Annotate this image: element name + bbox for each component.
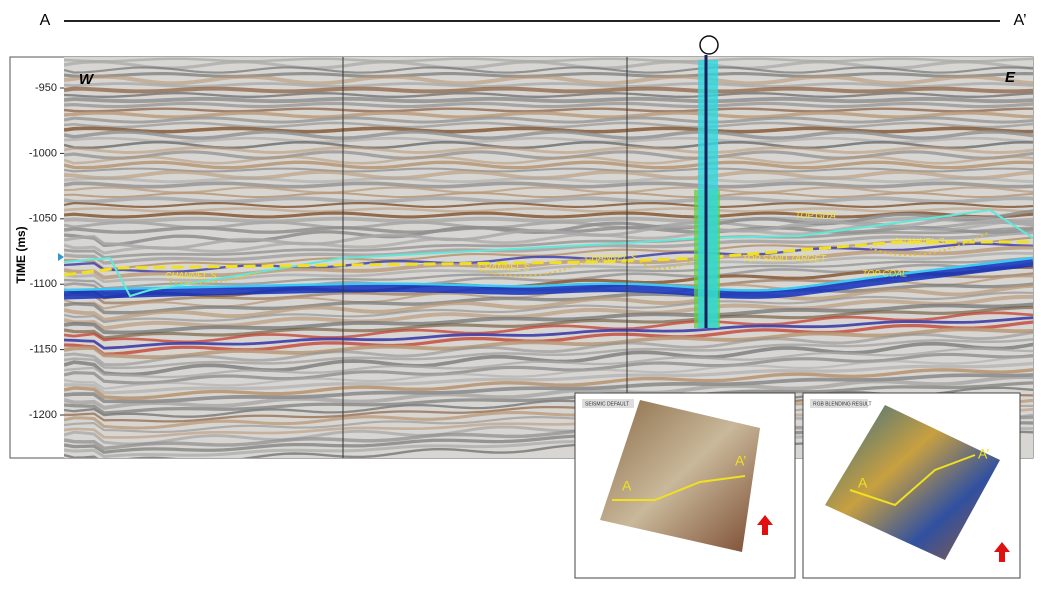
seismic-trace bbox=[64, 316, 1033, 350]
seismic-trace bbox=[64, 251, 1033, 284]
y-tick-label: -1150 bbox=[30, 344, 57, 356]
seismic-trace bbox=[64, 245, 1033, 280]
seismic-trace bbox=[64, 368, 1033, 400]
y-tick-label: -1200 bbox=[29, 409, 57, 421]
inset-end-label: A’ bbox=[978, 446, 989, 462]
well bbox=[694, 35, 720, 328]
inset-start-label: A bbox=[858, 475, 868, 491]
seismic-trace bbox=[64, 66, 1033, 74]
horizon-annotation: TOP SAND TARGET bbox=[742, 253, 827, 263]
seismic-trace bbox=[64, 191, 1033, 199]
horizon-annotation: CHANNEL S bbox=[585, 252, 636, 262]
seismic-trace bbox=[64, 155, 1033, 165]
y-tick-label: -1000 bbox=[29, 147, 57, 159]
seismic-trace bbox=[64, 101, 1033, 109]
inset-title: SEISMIC DEFAULT bbox=[585, 401, 629, 407]
seismic-trace bbox=[64, 111, 1033, 119]
seismic-trace bbox=[64, 331, 1033, 367]
horizon-annotation: TOP GITA bbox=[795, 210, 836, 220]
y-axis-label: TIME (ms) bbox=[14, 226, 28, 283]
horizon-annotation: CHANNEL S bbox=[478, 262, 529, 272]
seismic-trace bbox=[64, 220, 1033, 230]
seismic-trace bbox=[64, 121, 1033, 129]
y-tick-label: -1050 bbox=[29, 213, 57, 225]
seismic-traces bbox=[64, 57, 1033, 458]
seismic-trace bbox=[64, 86, 1033, 94]
seismic-trace bbox=[64, 337, 1033, 370]
seismic-trace bbox=[64, 355, 1033, 390]
y-tick-label: -950 bbox=[35, 82, 57, 94]
seismic-trace bbox=[64, 107, 1033, 113]
seismic-trace bbox=[64, 305, 1033, 340]
inset bbox=[574, 392, 796, 579]
west-label: W bbox=[79, 71, 95, 88]
seismic-trace bbox=[64, 375, 1033, 410]
seismic-trace bbox=[64, 126, 1033, 134]
horizon-annotation: CHANNEL S bbox=[165, 270, 216, 280]
seismic-trace bbox=[64, 216, 1033, 224]
horizon-annotation: CHANNEL S bbox=[893, 236, 944, 246]
seismic-trace bbox=[64, 291, 1033, 324]
y-tick-label: -1100 bbox=[30, 278, 57, 290]
inset-title: RGB BLENDING RESULT bbox=[813, 401, 872, 407]
section-start-label: A bbox=[40, 12, 51, 29]
seismic-trace bbox=[64, 327, 1033, 360]
horizon-annotation: TOP COAL bbox=[862, 268, 907, 278]
seismic-trace bbox=[64, 57, 1033, 63]
seismic-trace bbox=[64, 96, 1033, 104]
seismic-trace bbox=[64, 320, 1033, 356]
marker bbox=[58, 253, 64, 261]
seismic-trace bbox=[64, 176, 1033, 184]
seismic-trace bbox=[64, 196, 1033, 204]
inset-end-label: A’ bbox=[735, 453, 746, 469]
seismic-trace bbox=[64, 302, 1033, 335]
seismic-trace bbox=[64, 74, 1033, 86]
seismic-trace bbox=[64, 207, 1033, 213]
seismic-trace bbox=[64, 211, 1033, 219]
seismic-trace bbox=[64, 167, 1033, 173]
seismic-trace bbox=[64, 347, 1033, 379]
seismic-trace bbox=[64, 136, 1033, 144]
horizons bbox=[64, 208, 1033, 300]
seismic-trace bbox=[64, 283, 1033, 322]
seismic-trace bbox=[64, 160, 1033, 170]
inset bbox=[802, 392, 1021, 579]
seismic-trace bbox=[64, 82, 1033, 88]
section-end-label: A’ bbox=[1013, 12, 1026, 29]
seismic-trace bbox=[64, 92, 1033, 98]
seismic-trace bbox=[64, 311, 1033, 344]
seismic-trace bbox=[64, 202, 1033, 208]
seismic-trace bbox=[64, 361, 1033, 395]
seismic-trace bbox=[64, 146, 1033, 154]
inset-start-label: A bbox=[622, 478, 632, 494]
seismic-trace bbox=[64, 181, 1033, 189]
seismic-trace bbox=[64, 130, 1033, 140]
seismic-trace bbox=[64, 256, 1033, 290]
seismic-trace bbox=[64, 230, 1033, 265]
seismic-trace bbox=[64, 186, 1033, 194]
seismic-trace bbox=[64, 265, 1033, 300]
east-label: E bbox=[1005, 69, 1016, 86]
seismic-trace bbox=[64, 236, 1033, 270]
seismic-trace bbox=[64, 226, 1033, 259]
seismic-trace bbox=[64, 381, 1033, 415]
seismic-trace bbox=[64, 116, 1033, 124]
